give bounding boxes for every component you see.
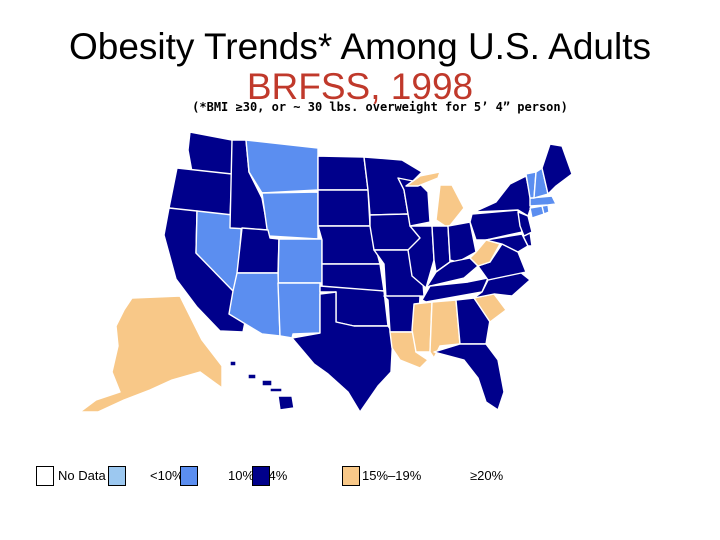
legend-swatch-no-data	[36, 466, 54, 486]
state-md	[485, 233, 529, 253]
state-ri	[541, 204, 550, 215]
chart-year-title: BRFSS, 1998	[246, 66, 474, 107]
state-hi-5	[277, 395, 295, 411]
chart-subtitle: (*BMI ≥30, or ~ 30 lbs. overweight for 5…	[192, 100, 568, 114]
state-ny	[473, 175, 533, 217]
state-mi-lower	[435, 184, 465, 229]
state-nd	[317, 155, 369, 191]
legend-swatch-10-14	[180, 466, 198, 486]
state-me	[541, 143, 573, 195]
state-ak	[79, 295, 223, 413]
state-nm	[277, 282, 321, 339]
state-hi-4	[269, 387, 283, 393]
legend-swatch-ge20	[342, 466, 360, 486]
state-wy	[261, 191, 319, 240]
chart-title: Obesity Trends* Among U.S. Adults	[68, 26, 651, 67]
legend-label-ge20: ≥20%	[470, 468, 504, 483]
state-tx	[291, 291, 394, 413]
legend-label-lt10: <10%	[150, 468, 184, 483]
state-hi-3	[261, 379, 273, 387]
state-oh	[447, 221, 477, 263]
state-hi-1	[229, 360, 237, 367]
state-ma	[529, 195, 557, 207]
state-mt	[245, 139, 319, 194]
state-fl	[433, 343, 505, 411]
legend-label-no-data: No Data	[58, 468, 106, 483]
legend-swatch-15-19	[252, 466, 270, 486]
state-co	[277, 238, 323, 284]
legend-label-15-19: 15%–19%	[362, 468, 422, 483]
legend-swatch-lt10	[108, 466, 126, 486]
state-hi-2	[247, 373, 257, 380]
state-mi-upper	[405, 171, 441, 187]
state-ms	[411, 301, 433, 353]
state-az	[228, 272, 281, 337]
state-sd	[317, 189, 371, 227]
